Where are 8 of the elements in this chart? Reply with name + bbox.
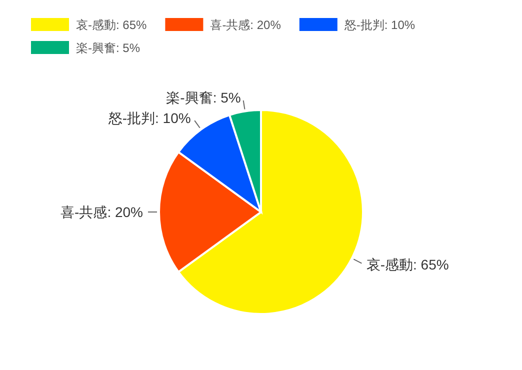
slice-label: 怒-批判: 10% [107, 110, 191, 126]
slice-label: 楽-興奮: 5% [166, 89, 241, 106]
slice-label: 喜-共感: 20% [60, 204, 143, 220]
legend-label: 喜-共感: 20% [210, 18, 282, 32]
legend-label: 哀-感動: 65% [76, 18, 148, 32]
legend-label: 楽-興奮: 5% [76, 41, 140, 55]
slice-label: 哀-感動: 65% [366, 256, 449, 273]
legend-label: 怒-批判: 10% [343, 18, 416, 32]
